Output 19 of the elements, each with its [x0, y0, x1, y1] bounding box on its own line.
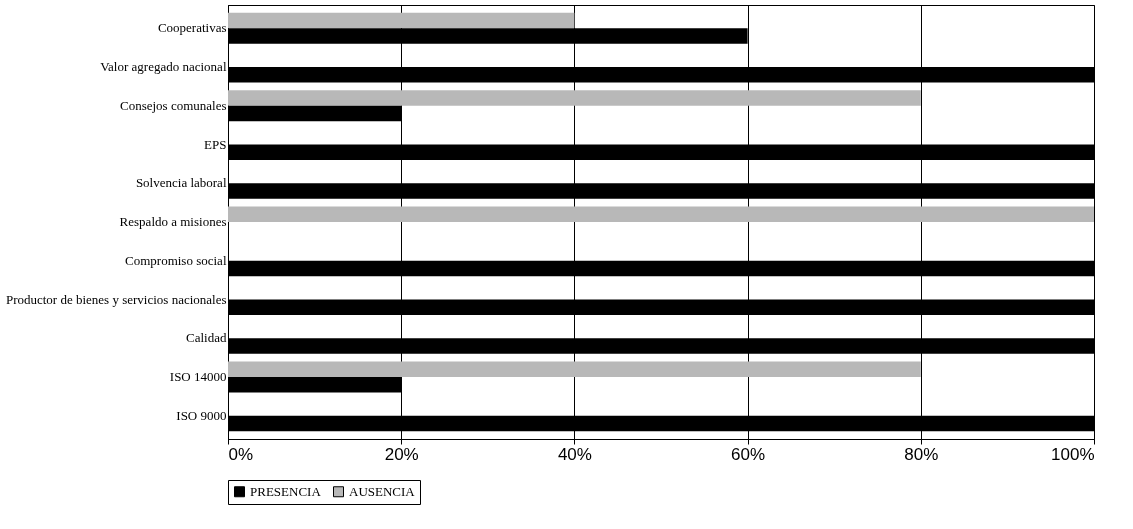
x-tick-label: 80%	[904, 444, 939, 464]
x-tick-label: 100%	[1051, 444, 1095, 464]
legend-label: PRESENCIA	[250, 483, 322, 499]
y-tick-label: Consejos comunales	[119, 97, 227, 113]
x-tick-label: 0%	[228, 444, 254, 464]
y-tick-label: ISO 14000	[169, 369, 227, 384]
y-tick-label: Cooperativas	[157, 20, 227, 36]
y-tick-label: Valor agregado nacional	[100, 59, 227, 74]
y-tick-label: Respaldo a misiones	[119, 214, 227, 229]
y-tick-label: Calidad	[186, 330, 227, 346]
x-tick-label: 60%	[731, 444, 766, 464]
y-tick-label: Solvencia laboral	[135, 175, 227, 191]
x-tick-label: 40%	[557, 444, 592, 464]
y-tick-label: ISO 9000	[176, 407, 227, 423]
legend-label: AUSENCIA	[349, 483, 416, 499]
y-tick-label: EPS	[204, 136, 227, 152]
x-tick-label: 20%	[384, 444, 419, 464]
y-tick-label: Productor de bienes y servicios nacionales	[5, 291, 227, 307]
y-tick-label: Compromiso social	[125, 252, 227, 268]
